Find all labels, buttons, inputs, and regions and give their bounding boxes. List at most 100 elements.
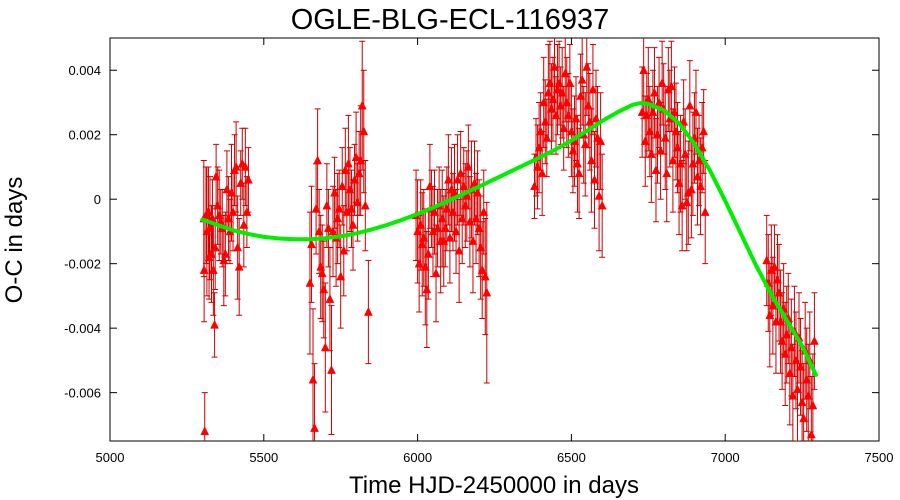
data-point <box>768 300 778 310</box>
data-point <box>242 207 252 216</box>
data-point <box>640 136 650 145</box>
data-point <box>556 100 566 110</box>
data-point <box>682 197 692 207</box>
data-point <box>350 174 359 184</box>
data-point <box>788 390 798 400</box>
y-axis-title: O-C in days <box>1 177 28 304</box>
data-point <box>539 97 549 107</box>
data-point <box>660 132 670 142</box>
data-point <box>791 355 801 365</box>
data-point <box>468 236 478 245</box>
data-point <box>314 226 324 236</box>
data-point <box>208 265 218 274</box>
x-tick-label: 7500 <box>865 450 894 465</box>
data-point <box>547 103 556 113</box>
data-point <box>463 161 473 171</box>
y-tick-label: 0 <box>94 192 101 207</box>
data-point <box>363 306 373 316</box>
data-point <box>585 116 595 126</box>
data-point <box>328 226 338 236</box>
fit-curve <box>200 101 818 377</box>
data-point <box>339 245 349 255</box>
data-point <box>583 100 593 110</box>
data-point <box>577 74 587 84</box>
y-tick-labels: 0.004 0.002 0 -0.002 -0.004 -0.006 <box>64 63 101 400</box>
data-point <box>542 132 552 142</box>
data-point <box>431 268 441 278</box>
data-point <box>234 261 244 271</box>
data-point <box>336 271 346 281</box>
data-point <box>662 168 672 178</box>
data-point <box>482 287 492 297</box>
axis-ticks <box>109 38 880 441</box>
data-point <box>313 155 323 165</box>
data-point <box>477 265 487 274</box>
data-point <box>576 90 586 100</box>
data-point <box>554 78 564 87</box>
data-point <box>530 181 539 191</box>
data-point <box>680 149 690 158</box>
data-point <box>699 126 709 136</box>
data-point <box>465 216 475 226</box>
data-point <box>334 203 344 213</box>
data-point <box>231 161 241 171</box>
data-point <box>456 168 466 178</box>
plot-frame <box>109 37 880 442</box>
data-point <box>442 203 452 213</box>
data-point <box>534 142 544 152</box>
data-point <box>762 255 772 265</box>
data-point <box>700 207 710 216</box>
data-point <box>780 348 790 358</box>
data-point <box>563 110 573 120</box>
data-point <box>333 213 343 223</box>
data-point <box>439 236 449 245</box>
data-point <box>656 145 666 155</box>
data-point <box>325 294 335 303</box>
data-point <box>553 84 562 94</box>
data-point <box>586 155 596 165</box>
data-point <box>451 226 461 236</box>
data-point <box>207 248 216 258</box>
x-tick-labels: 5000 5500 6000 6500 7000 7500 <box>96 450 894 465</box>
data-point <box>236 178 246 187</box>
data-point <box>806 429 816 439</box>
data-point <box>414 258 424 268</box>
data-point <box>566 126 576 136</box>
data-point <box>474 223 484 232</box>
data-point <box>533 161 542 171</box>
data-point <box>686 184 696 194</box>
data-point <box>337 181 347 191</box>
data-point <box>562 97 572 107</box>
data-point <box>797 397 807 407</box>
data-point <box>422 284 432 294</box>
data-point <box>543 87 553 97</box>
data-point <box>573 158 582 168</box>
data-point <box>568 145 578 155</box>
data-point <box>316 261 326 271</box>
data-point <box>437 213 447 223</box>
data-point <box>773 274 782 284</box>
data-point <box>694 155 704 165</box>
data-point <box>322 200 332 210</box>
data-point <box>594 190 604 200</box>
data-point <box>214 210 224 220</box>
data-point <box>417 239 427 249</box>
data-point <box>419 232 429 242</box>
data-point <box>416 219 426 229</box>
data-point <box>311 203 321 213</box>
data-point <box>550 61 559 71</box>
data-point <box>536 126 546 136</box>
data-point <box>637 107 647 116</box>
data-point <box>645 126 655 136</box>
data-point <box>453 174 462 184</box>
data-point <box>460 200 470 210</box>
data-point <box>639 65 649 74</box>
data-point <box>580 139 590 149</box>
data-point <box>796 361 805 371</box>
data-point <box>239 219 249 229</box>
data-point <box>308 374 318 384</box>
data-point <box>420 261 430 271</box>
data-point <box>423 248 433 258</box>
y-tick-label: 0.004 <box>68 63 101 78</box>
